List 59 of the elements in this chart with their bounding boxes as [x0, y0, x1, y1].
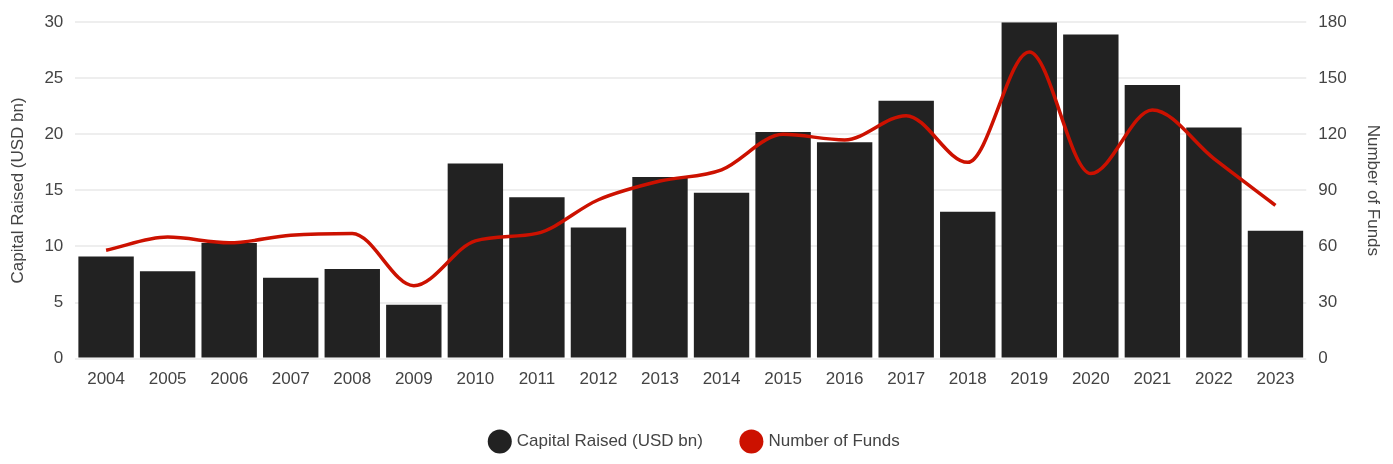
y2-axis-title: Number of Funds	[1364, 124, 1384, 257]
x-tick-label: 2022	[1195, 369, 1233, 389]
bar	[878, 100, 934, 358]
x-tick-label: 2012	[579, 369, 618, 389]
x-tick-label: 2023	[1256, 369, 1295, 389]
bar	[816, 142, 873, 358]
y-tick-label: 15	[44, 180, 64, 200]
bar	[201, 243, 257, 358]
bar	[324, 268, 380, 358]
x-tick-label: 2009	[394, 369, 433, 389]
line-series	[104, 50, 1278, 288]
bar	[1186, 127, 1242, 358]
bar	[447, 163, 504, 358]
y2-tick-label: 90	[1318, 180, 1338, 200]
x-tick-label: 2014	[702, 369, 741, 389]
y-tick-label: 0	[53, 348, 64, 368]
y2-tick-label: 0	[1318, 348, 1328, 368]
bar	[1001, 22, 1057, 358]
x-tick-label: 2015	[764, 369, 803, 389]
x-tick-label: 2019	[1010, 369, 1049, 389]
x-tick-label: 2004	[87, 369, 125, 389]
x-tick-label: 2016	[825, 369, 864, 389]
y-axis-title: Capital Raised (USD bn)	[7, 97, 27, 284]
bar	[693, 192, 750, 358]
y2-tick-label: 120	[1318, 124, 1347, 144]
y-tick-label: 25	[44, 67, 64, 87]
y-tick-label: 30	[44, 11, 64, 31]
bar	[940, 211, 996, 358]
bar	[78, 256, 134, 358]
bar	[1124, 85, 1181, 358]
x-tick-label: 2005	[148, 369, 187, 389]
legend-label: Capital Raised (USD bn)	[516, 431, 703, 451]
bar	[632, 176, 688, 358]
y-tick-label: 10	[44, 236, 64, 256]
bar	[755, 132, 811, 358]
bar	[1063, 34, 1119, 358]
x-tick-label: 2011	[518, 369, 556, 389]
x-tick-label: 2010	[456, 369, 495, 389]
x-tick-label: 2020	[1071, 369, 1110, 389]
y-tick-label: 5	[53, 292, 64, 312]
y2-tick-label: 150	[1318, 67, 1347, 87]
bar	[139, 271, 196, 358]
x-tick-label: 2018	[948, 369, 987, 389]
y2-tick-label: 60	[1318, 236, 1338, 256]
bar	[263, 277, 319, 358]
x-tick-label: 2008	[333, 369, 372, 389]
x-tick-label: 2013	[641, 369, 679, 389]
bar	[570, 227, 627, 358]
y2-tick-label: 30	[1318, 292, 1338, 312]
bar	[386, 304, 442, 358]
x-tick-label: 2006	[210, 369, 249, 389]
bar	[509, 197, 565, 358]
x-tick-label: 2021	[1133, 369, 1172, 389]
x-tick-label: 2007	[271, 369, 310, 389]
y-tick-label: 20	[44, 124, 64, 144]
x-tick-label: 2017	[887, 369, 926, 389]
y2-tick-label: 180	[1318, 11, 1347, 31]
legend-label: Number of Funds	[768, 431, 900, 451]
bar	[1247, 230, 1304, 358]
